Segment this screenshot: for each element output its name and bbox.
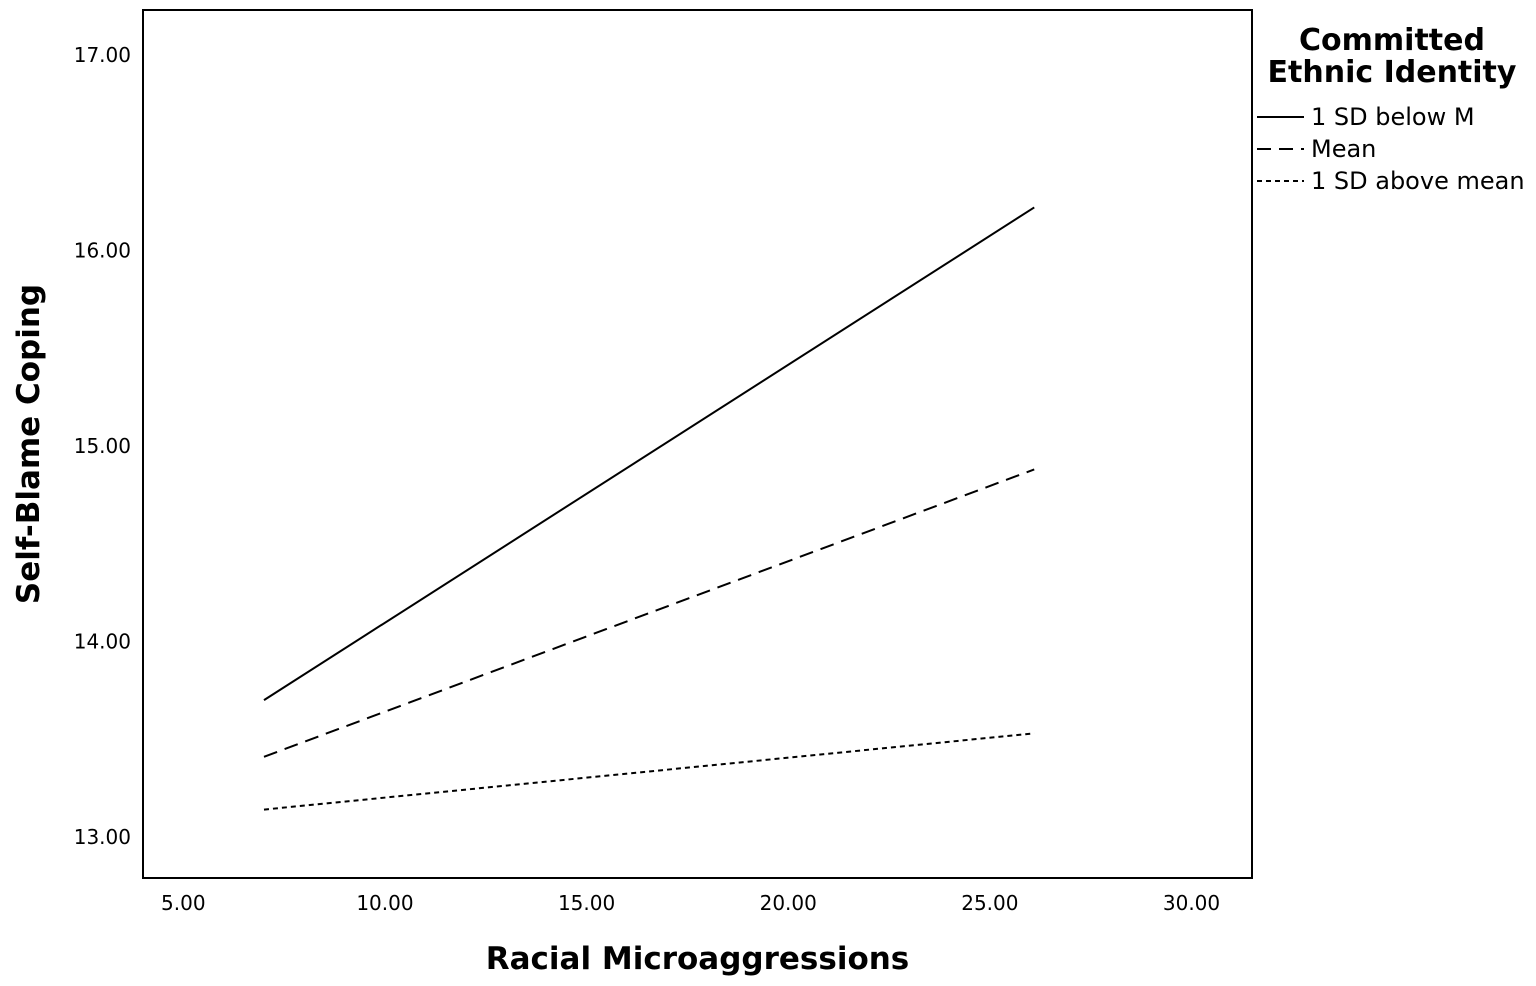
legend-label-1-sd-above-mean: 1 SD above mean <box>1311 167 1525 195</box>
x-tick-label: 25.00 <box>961 891 1018 915</box>
y-axis-ticks: 13.00 14.00 15.00 16.00 17.00 <box>74 43 131 849</box>
y-tick-label: 13.00 <box>74 825 131 849</box>
plot-frame <box>142 9 1253 879</box>
legend-title-line-1: Committed <box>1299 23 1485 58</box>
y-tick-label: 14.00 <box>74 629 131 653</box>
y-axis-title: Self-Blame Coping <box>11 284 47 604</box>
y-tick-label: 15.00 <box>74 434 131 458</box>
x-axis-title: Racial Microaggressions <box>486 941 910 977</box>
x-tick-label: 10.00 <box>356 891 413 915</box>
x-tick-label: 5.00 <box>161 891 206 915</box>
legend-items: 1 SD below M Mean 1 SD above mean <box>1257 103 1525 195</box>
legend-title-line-2: Ethnic Identity <box>1268 55 1517 90</box>
series-line-1-sd-above-mean <box>263 732 1035 811</box>
x-tick-label: 15.00 <box>558 891 615 915</box>
x-tick-label: 30.00 <box>1163 891 1220 915</box>
y-tick-label: 17.00 <box>74 43 131 67</box>
x-tick-label: 20.00 <box>760 891 817 915</box>
legend-label-1-sd-below-m: 1 SD below M <box>1311 103 1475 131</box>
series-lines <box>263 206 1035 811</box>
x-axis-ticks: 5.00 10.00 15.00 20.00 25.00 30.00 <box>161 891 1220 915</box>
series-line-mean <box>263 468 1035 758</box>
y-tick-label: 16.00 <box>74 238 131 262</box>
legend: Committed Ethnic Identity 1 SD below M Me… <box>1253 8 1536 246</box>
legend-background <box>1253 8 1536 246</box>
series-line-1-sd-below-m <box>263 206 1035 701</box>
legend-label-mean: Mean <box>1311 135 1376 163</box>
